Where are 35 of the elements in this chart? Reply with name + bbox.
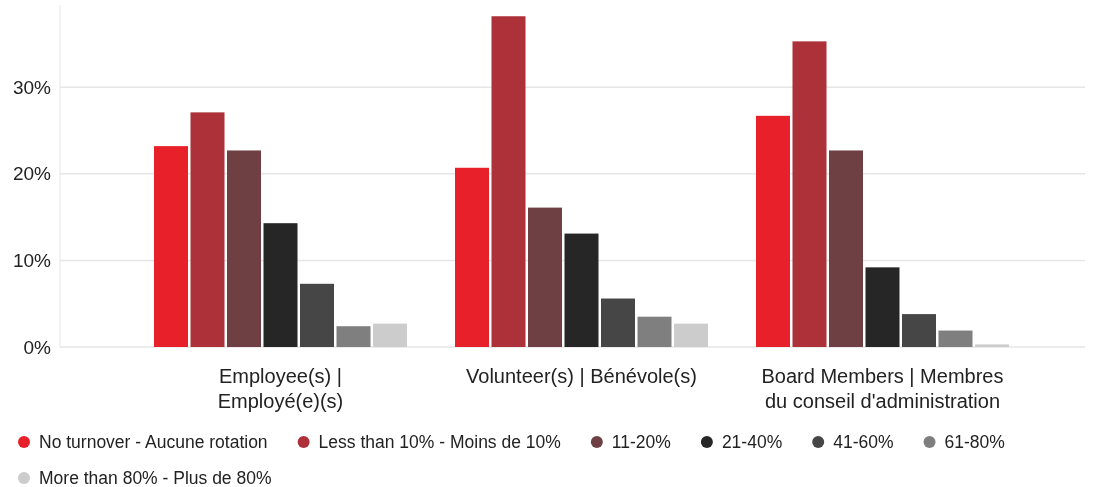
bar — [975, 344, 1009, 347]
bar — [564, 233, 599, 347]
y-tick-label: 30% — [12, 76, 52, 98]
bar — [336, 326, 371, 347]
bar — [528, 207, 562, 347]
legend-label: Less than 10% - Moins de 10% — [318, 432, 561, 452]
x-tick-label: Employee(s) | Employé(e)(s) — [217, 365, 344, 412]
bar — [190, 112, 225, 347]
bar — [263, 223, 298, 347]
bar — [792, 41, 827, 347]
legend-label: 61-80% — [944, 432, 1005, 452]
y-tick-label: 20% — [12, 163, 52, 185]
legend-label: 41-60% — [833, 432, 894, 452]
bar — [154, 146, 188, 347]
y-tick-label: 0% — [23, 336, 52, 358]
bar — [637, 316, 672, 347]
bar — [491, 16, 526, 347]
bar — [902, 314, 936, 347]
bar — [756, 115, 790, 347]
legend-label: 11-20% — [611, 432, 671, 452]
y-tick-label: 10% — [12, 250, 52, 271]
legend-label: No turnover - Aucune rotation — [39, 432, 268, 452]
bar — [601, 298, 635, 347]
bar — [674, 323, 708, 347]
bar — [373, 323, 407, 347]
bar — [300, 283, 334, 347]
x-tick-label: Board Members | Membres du conseil d'administration — [761, 365, 1004, 412]
legend-label: 21-40% — [721, 432, 783, 452]
bar — [865, 267, 900, 347]
bar — [227, 150, 261, 347]
bar — [455, 167, 489, 347]
bar — [829, 150, 863, 347]
legend-label: More than 80% - Plus de 80% — [39, 468, 272, 487]
bar — [938, 330, 973, 347]
x-tick-label: Volunteer(s) | Bénévole(s) — [466, 365, 697, 387]
